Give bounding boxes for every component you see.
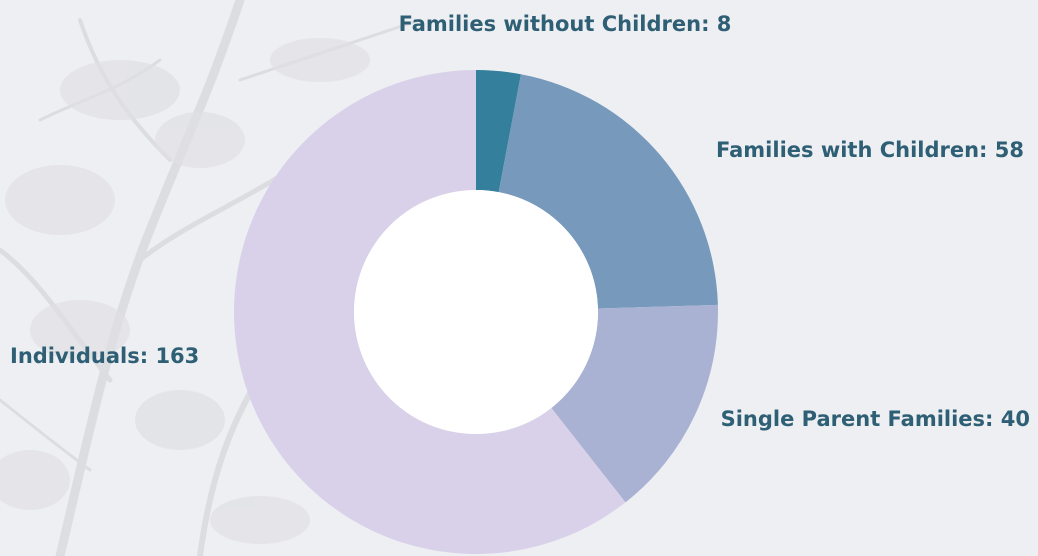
donut-slice-single-parent-families [551, 304, 718, 503]
slice-label-families-without-children: Families without Children: 8 [399, 12, 732, 36]
slice-label-individuals: Individuals: 163 [10, 344, 199, 368]
slice-label-single-parent-families: Single Parent Families: 40 [721, 407, 1030, 431]
donut-slice-individuals [233, 70, 626, 554]
donut-hole [354, 190, 598, 434]
donut-slice-families-without-children [476, 70, 521, 193]
donut-slices [233, 70, 718, 554]
donut-slice-families-with-children [498, 74, 718, 309]
slice-label-families-with-children: Families with Children: 58 [716, 138, 1024, 162]
